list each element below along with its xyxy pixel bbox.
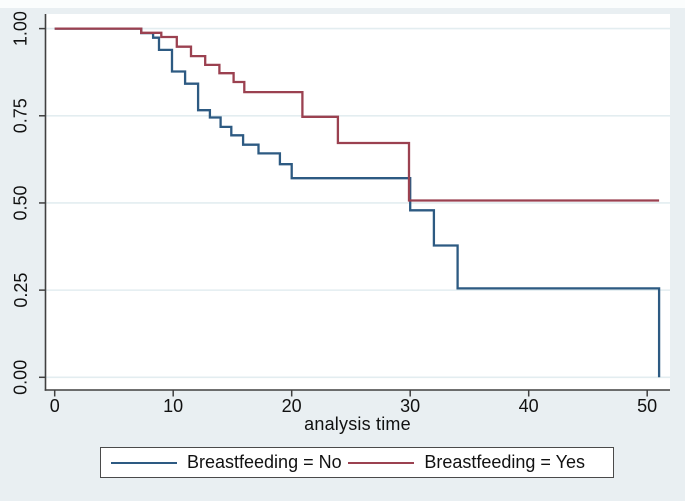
legend-label-yes: Breastfeeding = Yes (424, 452, 585, 472)
y-tick-label: 0.75 (11, 98, 31, 133)
survival-curve-yes (54, 27, 660, 202)
y-tick-label: 0.25 (11, 273, 31, 308)
x-tick-label: 20 (282, 396, 302, 416)
legend-label-no: Breastfeeding = No (187, 452, 342, 472)
legend: Breastfeeding = No Breastfeeding = Yes (100, 447, 614, 478)
legend-line-yes (348, 461, 415, 464)
x-tick-label: 0 (50, 396, 60, 416)
x-tick-label: 40 (519, 396, 539, 416)
survival-curve-no (54, 27, 661, 378)
y-tick-label: 0.50 (11, 185, 31, 220)
x-tick-label: 30 (400, 396, 420, 416)
plot-region (45, 14, 670, 390)
legend-item-no: Breastfeeding = No (111, 452, 342, 473)
x-tick-label: 10 (163, 396, 183, 416)
gridlines (46, 27, 670, 379)
y-tick-label: 0.00 (11, 360, 31, 395)
top-margin-band (0, 0, 685, 8)
x-tick-label: 50 (637, 396, 657, 416)
tick-labels: 0.00 0.25 0.50 0.75 1.00 0 10 20 30 40 50 (11, 11, 657, 416)
x-axis-title: analysis time (304, 414, 411, 434)
tick-marks (39, 27, 648, 397)
y-tick-label: 1.00 (11, 11, 31, 46)
legend-line-no (111, 461, 177, 464)
survival-curves (54, 27, 661, 378)
legend-item-yes: Breastfeeding = Yes (348, 452, 585, 473)
